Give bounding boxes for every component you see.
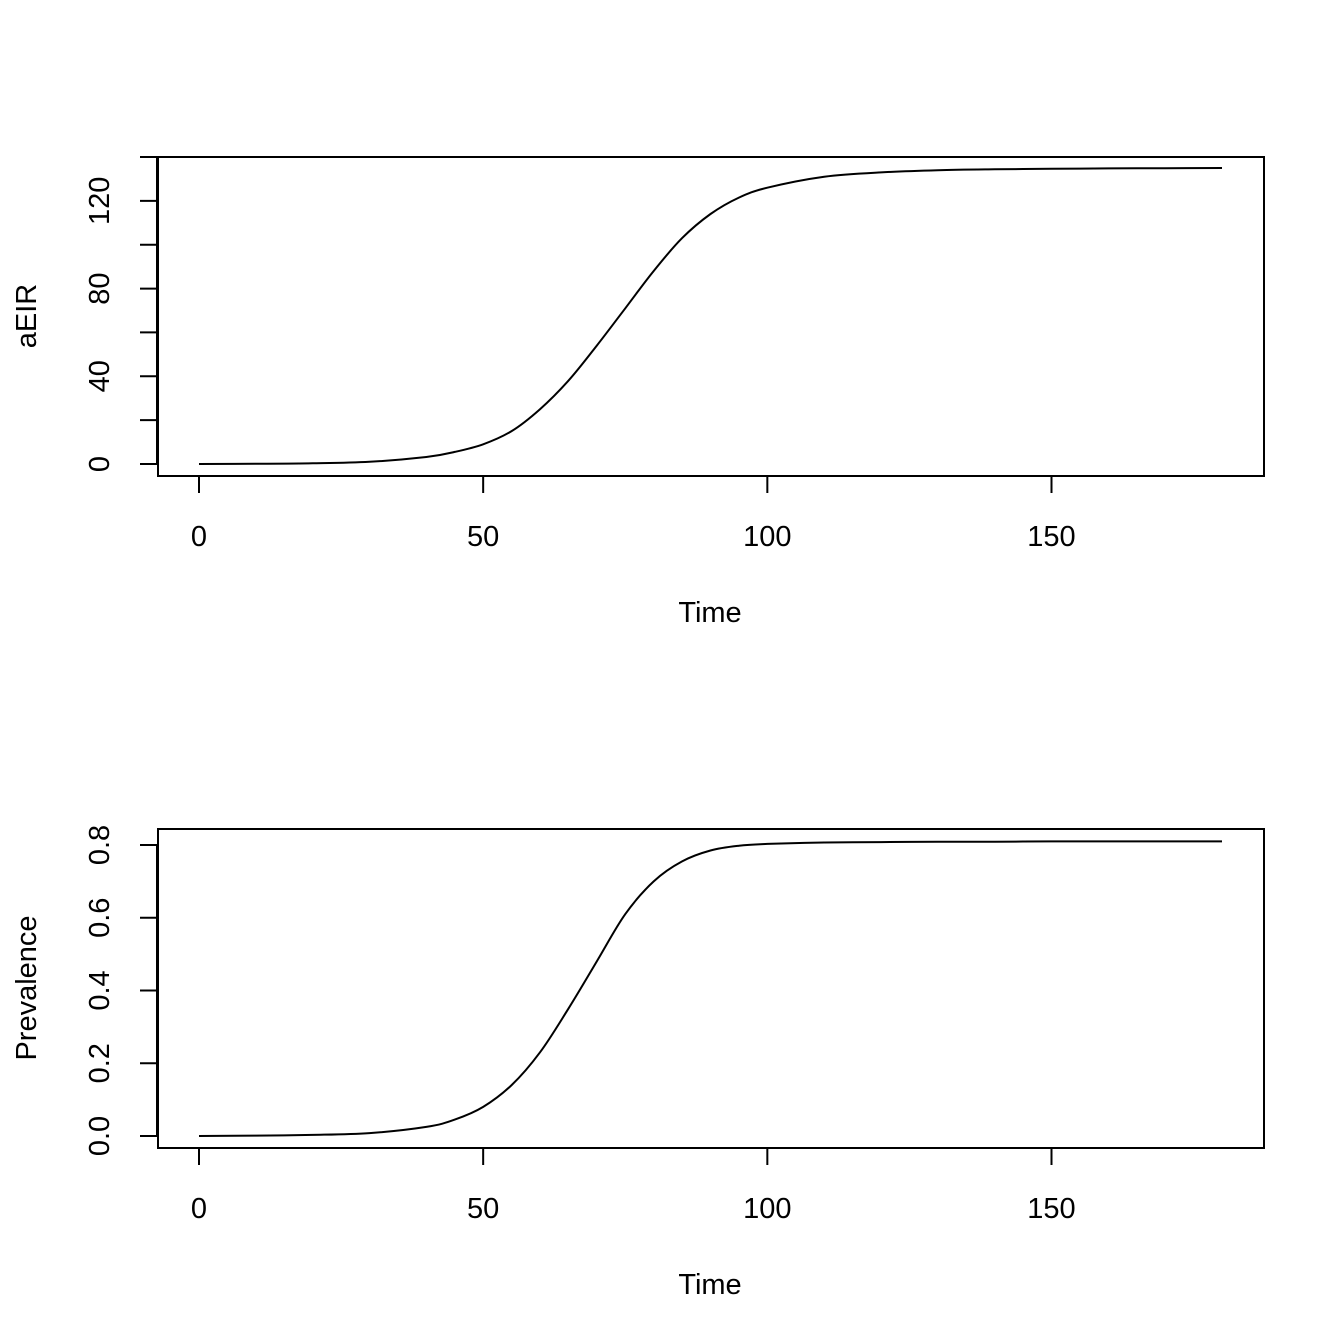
x-tick-label: 150 bbox=[1027, 521, 1075, 553]
plot-frame bbox=[157, 156, 1265, 477]
y-tick-label: 0.6 bbox=[84, 898, 116, 938]
x-tick-label: 100 bbox=[743, 521, 791, 553]
x-axis: 0 50 100 150 bbox=[191, 475, 1076, 553]
x-tick-label: 50 bbox=[467, 521, 499, 553]
prevalence-panel: 0 50 100 150 0.0 0.2 0.4 0.6 0.8 Time Prevalenc… bbox=[11, 825, 1265, 1301]
y-tick-label: 0 bbox=[84, 456, 116, 472]
x-axis: 0 50 100 150 bbox=[191, 1147, 1076, 1225]
y-tick-label: 120 bbox=[84, 177, 116, 225]
x-tick-label: 0 bbox=[191, 1193, 207, 1225]
x-axis-label: Time bbox=[678, 1269, 741, 1301]
x-tick-label: 150 bbox=[1027, 1193, 1075, 1225]
y-tick-label: 80 bbox=[84, 272, 116, 304]
y-tick-label: 0.8 bbox=[84, 825, 116, 865]
y-axis-label: Prevalence bbox=[11, 915, 43, 1060]
y-axis-label: aEIR bbox=[11, 284, 43, 348]
y-axis: 0 40 80 120 bbox=[84, 156, 158, 472]
x-tick-label: 50 bbox=[467, 1193, 499, 1225]
y-tick-label: 0.2 bbox=[84, 1043, 116, 1083]
y-tick-label: 40 bbox=[84, 360, 116, 392]
x-tick-label: 0 bbox=[191, 521, 207, 553]
y-tick-label: 0.0 bbox=[84, 1116, 116, 1156]
plot-frame bbox=[157, 828, 1265, 1149]
x-tick-label: 100 bbox=[743, 1193, 791, 1225]
prevalence-series-line bbox=[198, 840, 1222, 1137]
aeir-series-line bbox=[198, 167, 1223, 465]
aeir-panel: 0 50 100 150 0 40 80 120 Time aEIR bbox=[11, 156, 1265, 629]
x-axis-label: Time bbox=[678, 597, 741, 629]
y-axis: 0.0 0.2 0.4 0.6 0.8 bbox=[84, 825, 158, 1156]
y-tick-label: 0.4 bbox=[84, 970, 116, 1010]
